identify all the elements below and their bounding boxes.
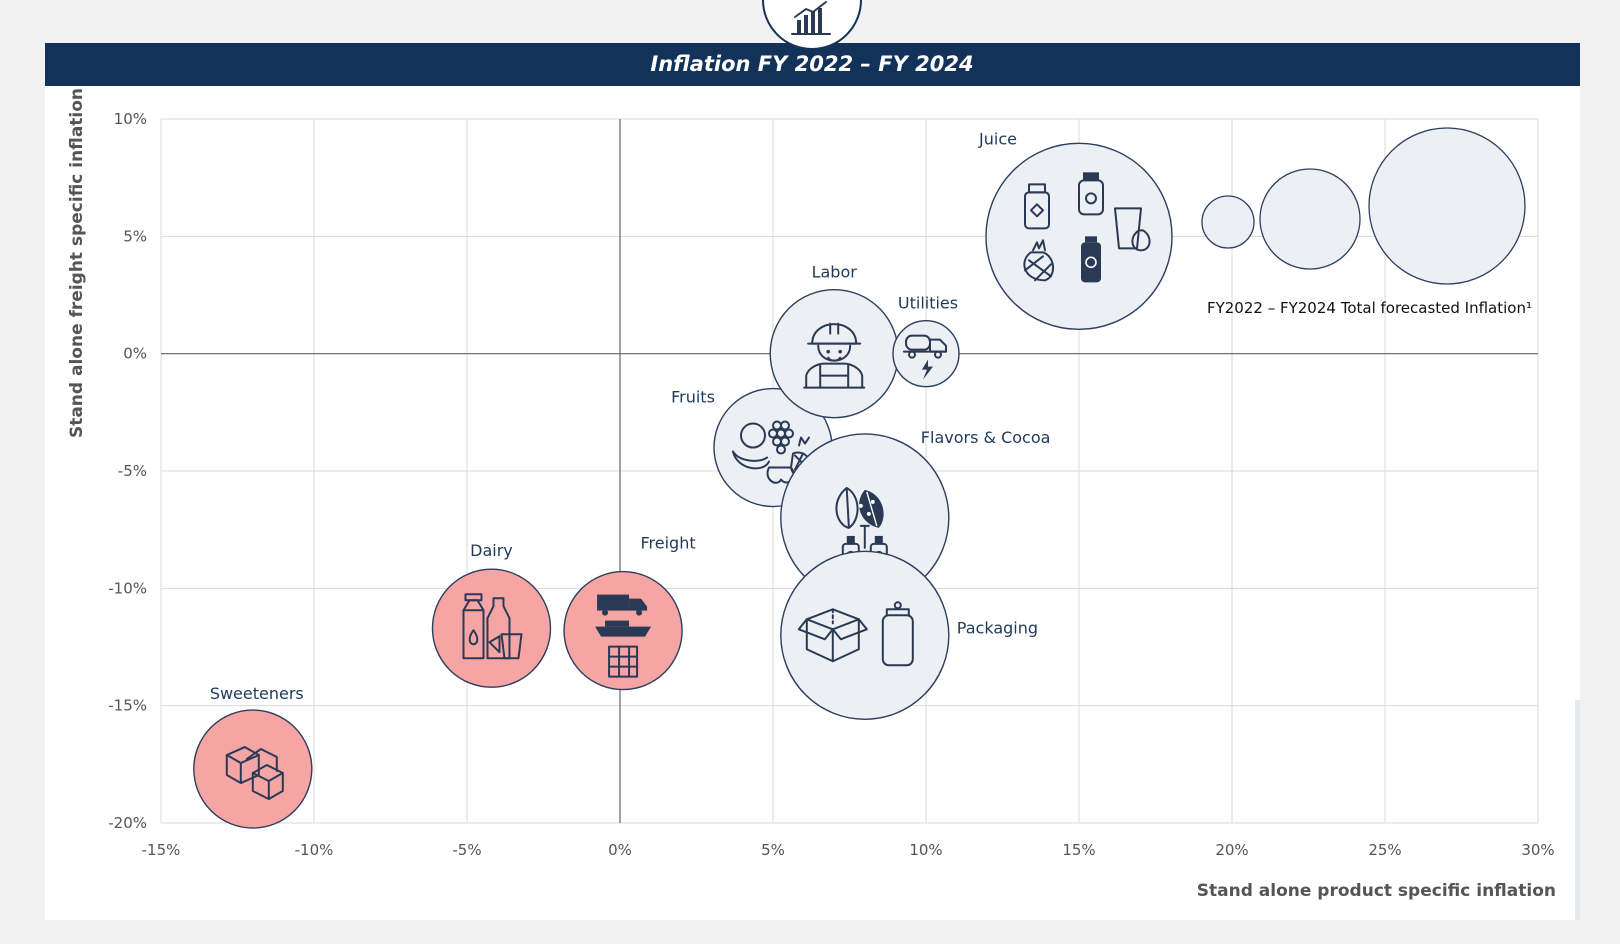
side-shade-right — [1575, 700, 1580, 920]
bubble-mark — [985, 142, 1173, 331]
bubble-mark — [780, 550, 950, 720]
bubble-mark — [892, 319, 960, 388]
x-tick-label: -10% — [295, 841, 334, 859]
box-can-icon — [797, 601, 914, 667]
legend-label: FY2022 – FY2024 Total forecasted Inflati… — [1207, 299, 1532, 317]
x-tick-label: 25% — [1368, 841, 1401, 859]
bubble-mark — [769, 288, 899, 419]
y-axis-title: Stand alone freight specific inflation — [67, 88, 87, 438]
x-tick-label: 5% — [761, 841, 785, 859]
bubble-mark — [431, 568, 552, 688]
bubble-label: Freight — [640, 534, 695, 553]
bubble-labor: Labor — [769, 263, 899, 419]
bubble-dairy: Dairy — [431, 541, 552, 688]
truck-ship-train-icon — [595, 594, 652, 678]
x-tick-label: 10% — [909, 841, 942, 859]
tanker-truck-icon — [903, 334, 947, 380]
bubble-label: Sweeteners — [210, 684, 304, 703]
bubble-sweeteners: Sweeteners — [193, 684, 313, 829]
bubble-packaging: Packaging — [780, 550, 1038, 720]
legend-size-circle — [1368, 127, 1526, 285]
x-tick-label: 15% — [1062, 841, 1095, 859]
bubble-label: Packaging — [957, 618, 1038, 637]
milk-carton-icon — [462, 593, 523, 660]
y-tick-label: 5% — [123, 227, 147, 245]
bubble-freight: Freight — [563, 534, 696, 691]
y-tick-label: -15% — [108, 697, 147, 715]
chart-title: Inflation FY 2022 – FY 2024 — [650, 52, 973, 76]
y-tick-label: -20% — [108, 814, 147, 832]
bubble-utilities: Utilities — [892, 294, 960, 388]
legend: FY2022 – FY2024 Total forecasted Inflati… — [1201, 127, 1532, 317]
sugar-cubes-icon — [225, 746, 284, 801]
header-tab — [762, 0, 862, 50]
bubble-label: Fruits — [671, 388, 715, 407]
bar-chart-icon — [791, 1, 831, 35]
x-tick-label: -15% — [142, 841, 181, 859]
title-bar — [45, 43, 1580, 86]
bubbles: Sweeteners Dairy Freight Fruits Labor Utiliti… — [193, 129, 1173, 829]
x-tick-label: -5% — [452, 841, 481, 859]
bubble-label: Dairy — [470, 541, 513, 560]
x-tick-label: 0% — [608, 841, 632, 859]
bubble-juice: Juice — [978, 129, 1173, 331]
y-tick-label: 0% — [123, 345, 147, 363]
bubble-label: Juice — [978, 129, 1017, 148]
bubble-label: Labor — [812, 263, 858, 282]
x-tick-label: 20% — [1215, 841, 1248, 859]
bubble-label: Flavors & Cocoa — [921, 428, 1051, 447]
bubble-mark — [193, 709, 313, 829]
worker-icon — [803, 322, 866, 389]
y-tick-label: 10% — [114, 110, 147, 128]
bubble-label: Utilities — [898, 294, 958, 313]
legend-size-circle — [1201, 195, 1255, 249]
juice-bottles-icon — [1023, 172, 1151, 283]
y-tick-label: -5% — [118, 462, 147, 480]
y-tick-label: -10% — [108, 579, 147, 597]
x-axis-title: Stand alone product specific inflation — [1197, 881, 1556, 901]
legend-size-circle — [1259, 168, 1361, 270]
x-tick-label: 30% — [1521, 841, 1554, 859]
